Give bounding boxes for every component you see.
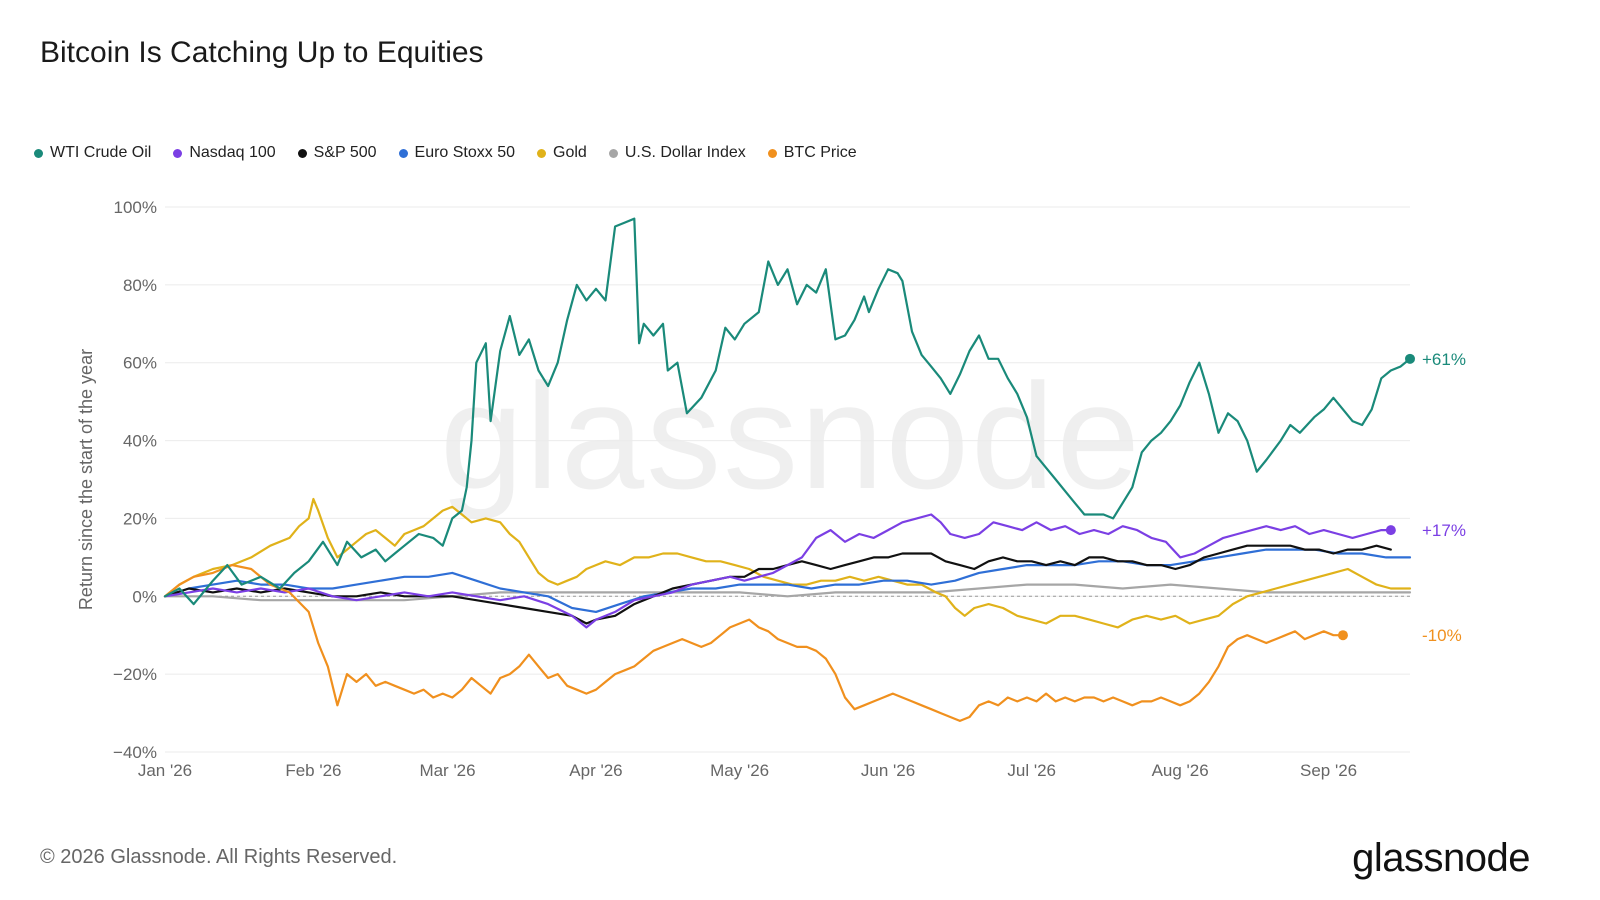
legend-item[interactable]: Gold — [537, 144, 587, 162]
legend-item[interactable]: S&P 500 — [297, 144, 377, 162]
legend-label: S&P 500 — [313, 144, 377, 161]
legend-label: Nasdaq 100 — [189, 144, 276, 161]
x-tick-label: May '26 — [710, 761, 769, 780]
series-line — [163, 564, 1345, 722]
legend-label: BTC Price — [783, 144, 857, 161]
x-tick-label: Sep '26 — [1300, 761, 1357, 780]
y-tick-label: 40% — [123, 432, 157, 451]
legend-item[interactable]: Nasdaq 100 — [173, 144, 276, 162]
series-end-marker — [1385, 525, 1396, 536]
y-tick-label: 60% — [123, 354, 157, 373]
series-end-label: -10% — [1422, 626, 1462, 645]
legend-dot-icon — [398, 148, 408, 158]
legend-label: WTI Crude Oil — [50, 144, 152, 161]
series-end-marker — [1405, 353, 1415, 364]
x-tick-label: Jul '26 — [1007, 761, 1056, 780]
x-tick-label: Aug '26 — [1152, 761, 1209, 780]
y-tick-label: 80% — [123, 276, 157, 295]
legend-dot-icon — [608, 148, 618, 158]
y-tick-label: 20% — [123, 509, 157, 528]
legend-item[interactable]: WTI Crude Oil — [34, 144, 151, 162]
series-line — [163, 544, 1392, 625]
legend-item[interactable]: U.S. Dollar Index — [608, 144, 746, 162]
x-tick-label: Feb '26 — [285, 761, 341, 780]
legend-item[interactable]: BTC Price — [767, 144, 857, 162]
y-tick-label: −20% — [113, 665, 157, 684]
legend-label: Euro Stoxx 50 — [414, 144, 516, 161]
brand-logo: glassnode — [1352, 836, 1530, 880]
series-end-marker — [1337, 630, 1348, 641]
legend-dot-icon — [173, 148, 183, 158]
y-tick-label: 0% — [132, 587, 157, 606]
legend-dot-icon — [297, 148, 307, 158]
legend-label: Gold — [553, 144, 587, 161]
y-tick-label: −40% — [113, 743, 157, 762]
chart-legend: WTI Crude Oil Nasdaq 100 S&P 500 Euro Stoxx… — [34, 144, 857, 162]
series-end-label: +61% — [1422, 350, 1466, 369]
chart-title: Bitcoin Is Catching Up to Equities — [40, 36, 484, 69]
series-line — [163, 548, 1412, 613]
legend-dot-icon — [34, 148, 43, 158]
x-tick-label: Apr '26 — [569, 761, 622, 780]
series-end-label: +17% — [1422, 521, 1466, 540]
series-line — [163, 583, 1412, 602]
legend-item[interactable]: Euro Stoxx 50 — [398, 144, 516, 162]
x-tick-label: Jan '26 — [138, 761, 192, 780]
series-line — [163, 497, 1412, 629]
y-axis-title: Return since the start of the year — [76, 349, 96, 610]
legend-dot-icon — [537, 148, 547, 158]
x-tick-label: Mar '26 — [419, 761, 475, 780]
y-tick-label: 100% — [114, 198, 157, 217]
series-line — [163, 217, 1412, 606]
series-line — [163, 513, 1392, 629]
copyright-footer: © 2026 Glassnode. All Rights Reserved. — [40, 846, 398, 868]
legend-dot-icon — [767, 148, 777, 158]
legend-label: U.S. Dollar Index — [624, 144, 746, 161]
x-tick-label: Jun '26 — [861, 761, 915, 780]
